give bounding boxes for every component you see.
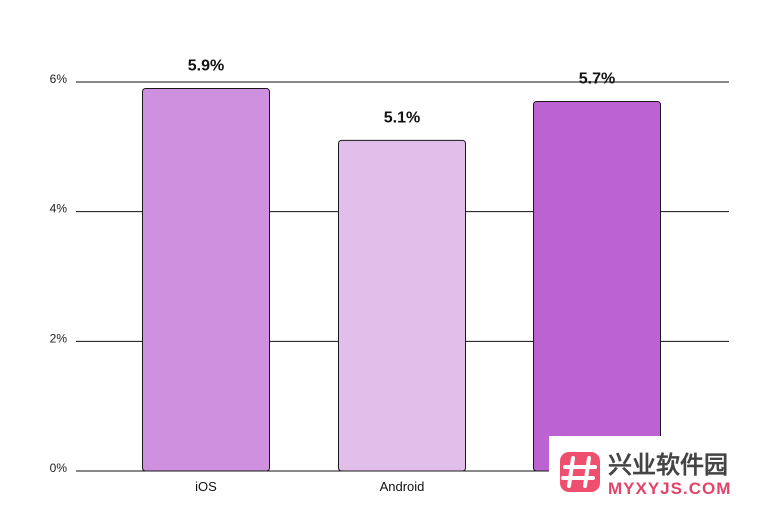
- y-tick-label: 4%: [50, 202, 68, 216]
- y-tick-label: 2%: [50, 331, 68, 345]
- value-label: 5.9%: [188, 57, 224, 74]
- y-tick-label: 0%: [50, 461, 68, 475]
- value-label: 5.7%: [579, 70, 615, 87]
- hash-logo-icon: [560, 452, 600, 492]
- bar: [338, 139, 466, 472]
- bar: [142, 87, 270, 472]
- bar: [533, 100, 661, 472]
- category-label: Android: [380, 479, 425, 494]
- category-label: iOS: [195, 479, 217, 494]
- watermark: 兴业软件园 MYXYJS.COM: [549, 436, 766, 511]
- x-axis-categories: iOS Android: [195, 479, 424, 494]
- bars: [142, 87, 661, 472]
- y-axis-ticks: 0% 2% 4% 6%: [50, 72, 68, 475]
- watermark-text-cn: 兴业软件园: [608, 451, 728, 479]
- value-labels: 5.9% 5.1% 5.7%: [188, 57, 615, 126]
- watermark-text-en: MYXYJS.COM: [608, 479, 731, 498]
- y-tick-label: 6%: [50, 72, 68, 86]
- value-label: 5.1%: [384, 109, 420, 126]
